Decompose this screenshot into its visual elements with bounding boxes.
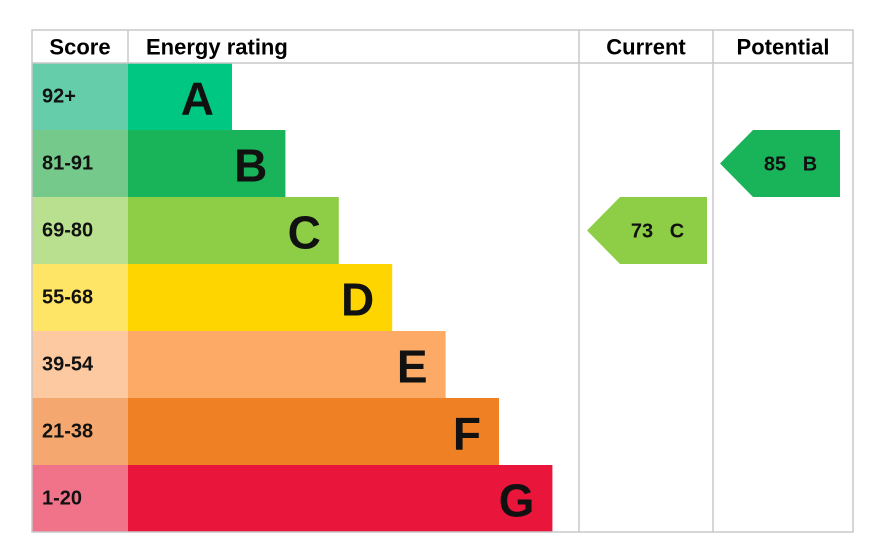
- rating-letter: D: [341, 274, 374, 326]
- rating-letter: G: [499, 475, 535, 527]
- score-header: Score: [49, 35, 110, 60]
- rating-letter: B: [234, 140, 267, 192]
- rating-bar: [128, 465, 553, 532]
- rating-letter: F: [453, 408, 481, 460]
- score-cell: [32, 63, 128, 130]
- potential-arrow: [720, 130, 840, 197]
- rating-bar: [128, 130, 286, 197]
- rating-bar: [128, 197, 339, 264]
- score-range: 39-54: [42, 354, 94, 376]
- rating-bar: [128, 331, 446, 398]
- potential-header: Potential: [737, 35, 830, 60]
- score-range: 69-80: [42, 220, 93, 242]
- frame: [31, 29, 854, 533]
- current-arrow: [587, 197, 707, 264]
- rating-letter: A: [181, 73, 214, 125]
- current-letter: C: [670, 221, 684, 243]
- rating-letter: E: [397, 341, 428, 393]
- score-cell: [32, 130, 128, 197]
- score-cell: [32, 197, 128, 264]
- current-header: Current: [606, 35, 686, 60]
- rating-letter: C: [288, 207, 321, 259]
- rating-header: Energy rating: [146, 35, 288, 60]
- current-score: 73: [631, 221, 653, 243]
- rating-bar: [128, 63, 232, 130]
- score-cell: [32, 465, 128, 532]
- score-cell: [32, 398, 128, 465]
- score-range: 21-38: [42, 421, 93, 443]
- score-range: 92+: [42, 86, 76, 108]
- score-range: 55-68: [42, 287, 93, 309]
- potential-letter: B: [803, 154, 817, 176]
- rating-bar: [128, 264, 393, 331]
- potential-score: 85: [764, 154, 786, 176]
- score-range: 81-91: [42, 153, 93, 175]
- score-cell: [32, 264, 128, 331]
- score-range: 1-20: [42, 488, 82, 510]
- score-cell: [32, 331, 128, 398]
- rating-bar: [128, 398, 499, 465]
